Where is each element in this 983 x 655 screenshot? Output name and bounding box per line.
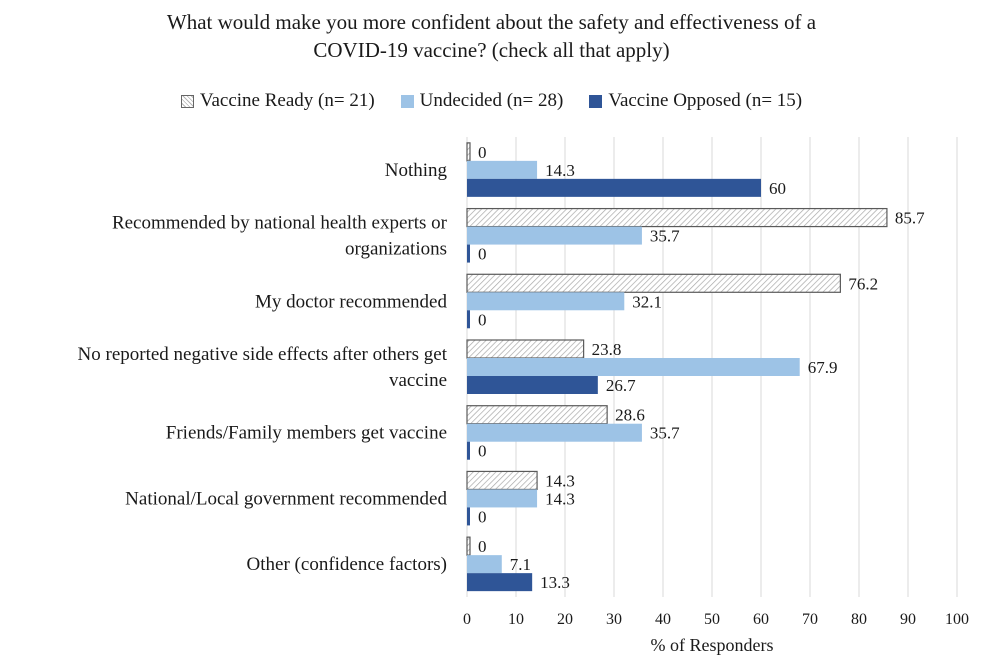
data-label: 0: [478, 143, 487, 162]
bar-vaccine-opposed-no-reported-negative-side-effects-after-others-get-vaccine: [467, 376, 598, 394]
legend-label-undecided: Undecided (n= 28): [419, 90, 564, 111]
data-label: 0: [478, 245, 487, 264]
bar-vaccine-ready-no-reported-negative-side-effects-after-others-get-vaccine: [466, 339, 585, 359]
bar-vaccine-opposed-my-doctor-recommended: [467, 310, 470, 329]
bar-vaccine-opposed-nothing: [467, 178, 761, 197]
category-label-no-reported-negative-side-effects-after-others-get-vaccine: vaccine: [389, 370, 447, 391]
bar-vaccine-ready-my-doctor-recommended: [466, 273, 841, 293]
legend-label-vaccine-opposed: Vaccine Opposed (n= 15): [608, 90, 803, 111]
x-tick-label: 50: [704, 611, 720, 628]
chart-title-line-1: What would make you more confident about…: [166, 10, 817, 34]
x-tick-label: 40: [655, 611, 671, 628]
x-tick-label: 30: [606, 611, 622, 628]
data-label: 35.7: [650, 424, 680, 443]
category-label-my-doctor-recommended: My doctor recommended: [255, 291, 448, 312]
data-label: 35.7: [650, 227, 680, 246]
x-tick-label: 80: [851, 611, 867, 628]
x-axis-title: % of Responders: [651, 635, 774, 655]
data-label: 28.6: [615, 406, 645, 425]
bar-undecided-friends-family-members-get-vaccine: [467, 423, 642, 442]
bar-vaccine-opposed-friends-family-members-get-vaccine: [467, 441, 470, 460]
data-label: 13.3: [540, 573, 570, 592]
category-label-recommended-by-national-health-experts-or-organizations: organizations: [345, 239, 447, 260]
bar-vaccine-ready-nothing: [466, 142, 471, 162]
bar-vaccine-ready-national-local-government-recommended: [466, 470, 538, 491]
data-label: 76.2: [848, 274, 878, 293]
x-tick-label: 100: [945, 611, 969, 628]
x-tick-label: 90: [900, 611, 916, 628]
bar-vaccine-ready-recommended-by-national-health-experts-or-organizations: [466, 207, 888, 228]
category-label-national-local-government-recommended: National/Local government recommended: [125, 488, 447, 509]
x-tick-label: 70: [802, 611, 818, 628]
data-label: 67.9: [808, 358, 838, 377]
category-label-no-reported-negative-side-effects-after-others-get-vaccine: No reported negative side effects after …: [78, 344, 448, 365]
data-label: 23.8: [592, 340, 622, 359]
bar-vaccine-ready-other-confidence-factors: [466, 536, 471, 556]
data-label: 14.3: [545, 161, 575, 180]
data-label: 32.1: [632, 292, 662, 311]
bar-vaccine-opposed-other-confidence-factors: [467, 573, 533, 592]
legend-label-vaccine-ready: Vaccine Ready (n= 21): [199, 90, 375, 111]
bar-vaccine-opposed-recommended-by-national-health-experts-or-organizations: [467, 244, 470, 263]
legend-swatch-undecided: [400, 94, 414, 108]
chart-title-line-2: COVID-19 vaccine? (check all that apply): [313, 38, 670, 62]
legend-item-undecided: Undecided (n= 28): [400, 90, 564, 112]
bar-vaccine-ready-friends-family-members-get-vaccine: [466, 405, 608, 425]
data-label: 0: [478, 310, 487, 329]
category-label-friends-family-members-get-vaccine: Friends/Family members get vaccine: [166, 423, 447, 444]
legend-item-vaccine-ready: Vaccine Ready (n= 21): [180, 90, 375, 112]
x-tick-label: 20: [557, 611, 573, 628]
legend-swatch-vaccine-ready: [180, 94, 194, 108]
data-label: 26.7: [606, 376, 636, 395]
bar-undecided-national-local-government-recommended: [467, 489, 538, 508]
bar-undecided-recommended-by-national-health-experts-or-organizations: [467, 226, 642, 245]
x-tick-label: 10: [508, 611, 524, 628]
data-label: 85.7: [895, 209, 925, 228]
data-labels: 0 14.3 60 85.7 35.7 0 76.2 32.1 0 23.8 67.9 26.7 28.…: [478, 143, 925, 592]
legend-swatch-vaccine-opposed: [589, 94, 603, 108]
bar-undecided-my-doctor-recommended: [467, 292, 625, 311]
data-label: 60: [769, 179, 786, 198]
category-label-other-confidence-factors: Other (confidence factors): [247, 554, 447, 575]
bar-undecided-other-confidence-factors: [467, 555, 502, 574]
category-labels: Nothing Recommended by national health ex…: [78, 160, 448, 575]
x-tick-label: 0: [463, 611, 471, 628]
bar-vaccine-opposed-national-local-government-recommended: [467, 507, 470, 526]
data-label: 0: [478, 442, 487, 461]
data-label: 14.3: [545, 489, 575, 508]
bar-undecided-nothing: [467, 160, 538, 179]
data-label: 7.1: [510, 555, 531, 574]
x-tick-labels: 0 10 20 30 40 50 60 70 80 90 100: [463, 611, 969, 628]
chart-legend: Vaccine Ready (n= 21) Undecided (n= 28) …: [0, 90, 983, 112]
legend-item-vaccine-opposed: Vaccine Opposed (n= 15): [589, 90, 802, 112]
category-label-recommended-by-national-health-experts-or-organizations: Recommended by national health experts o…: [112, 213, 448, 234]
category-label-nothing: Nothing: [385, 160, 448, 181]
bar-undecided-no-reported-negative-side-effects-after-others-get-vaccine: [467, 358, 800, 376]
data-label: 0: [478, 507, 487, 526]
x-tick-label: 60: [753, 611, 769, 628]
data-label: 14.3: [545, 471, 575, 490]
chart-title: What would make you more confident about…: [0, 8, 983, 64]
bars: [466, 142, 888, 592]
data-label: 0: [478, 537, 487, 556]
